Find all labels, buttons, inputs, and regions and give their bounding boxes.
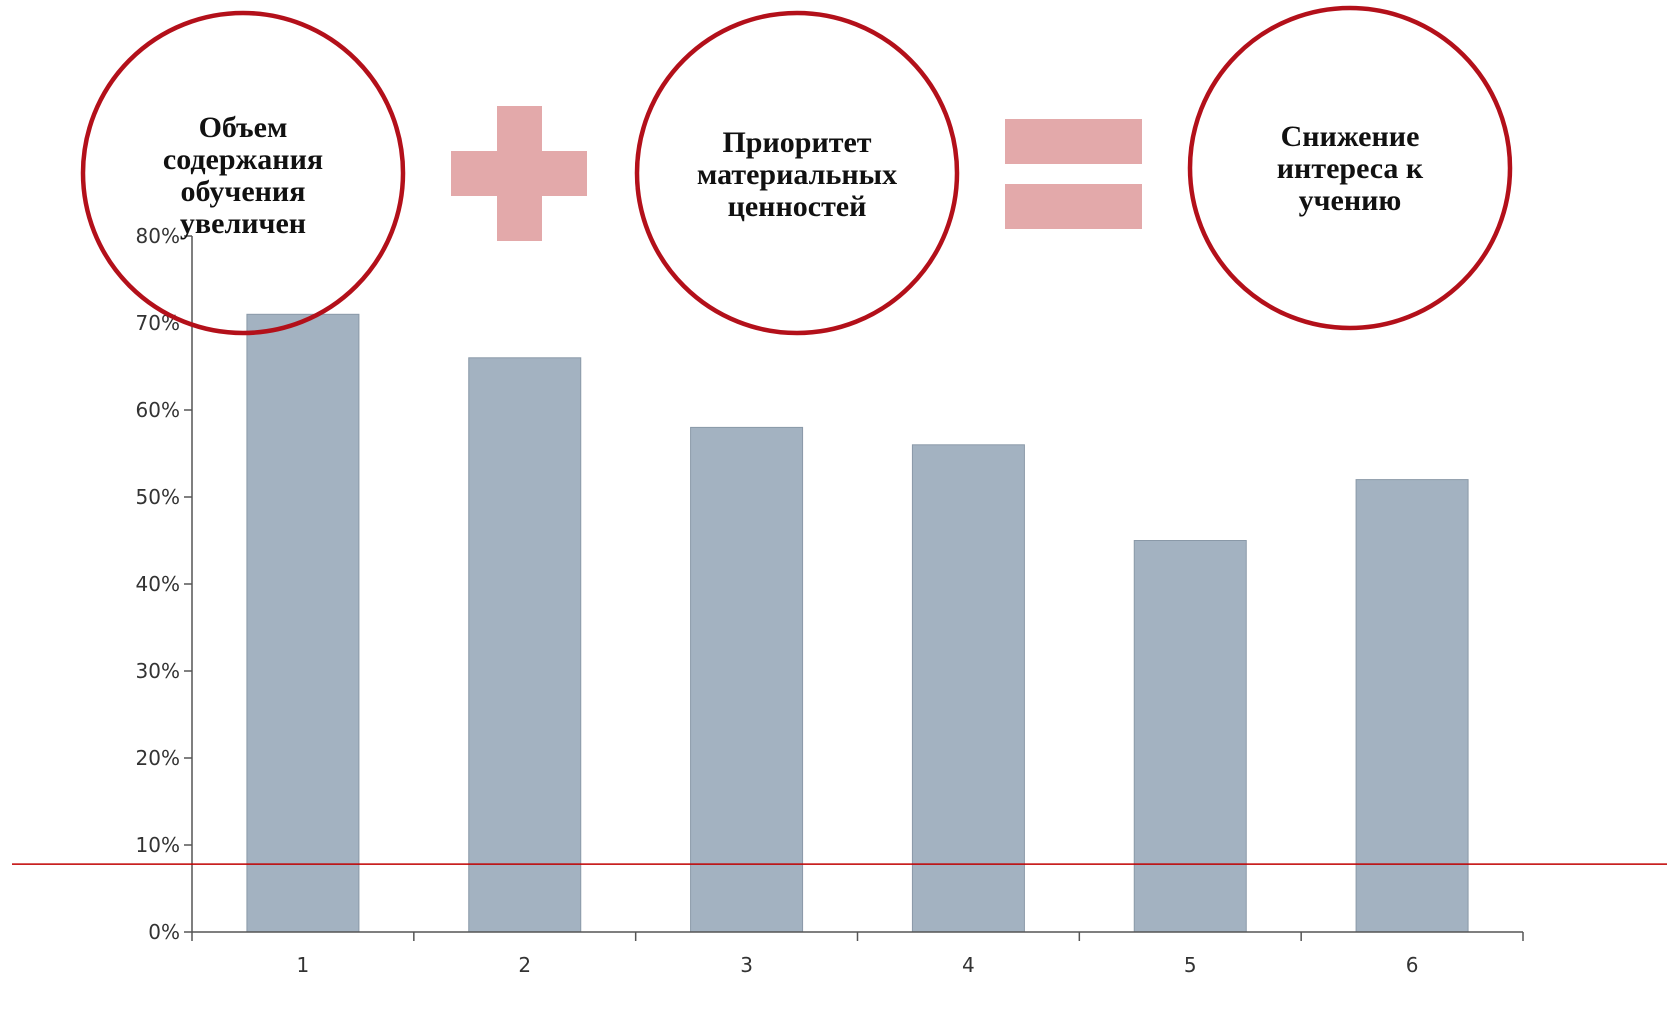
equals-bottom-bar [1005,184,1142,229]
equals-top-bar [1005,119,1142,164]
x-tick-label: 3 [740,953,753,977]
circle-text-line: Приоритет [722,126,871,159]
bar-3 [690,426,804,933]
circle-text-line: обучения [181,175,306,208]
y-tick-label: 20% [136,746,180,770]
x-tick-label: 2 [518,953,531,977]
axes-layer [191,236,1523,933]
bar-1 [246,313,360,933]
y-tick-label: 60% [136,398,180,422]
x-tick-label: 5 [1184,953,1197,977]
x-ticks: 1 2 3 4 5 6 [191,932,1524,977]
circle-text-line: ценностей [728,190,867,223]
bars-layer [246,313,1469,933]
bar-4 [911,444,1025,933]
circle-outline [1187,5,1513,331]
y-tick-label: 50% [136,485,180,509]
circle-outline [634,10,960,336]
y-ticks: 0%10%20%30%40%50%60%70%80% [136,224,192,944]
y-tick-label: 80% [136,224,180,248]
circle-text-line: увеличен [180,207,306,240]
bar-2 [468,357,582,933]
circle-text-line: интереса к [1277,152,1424,185]
circle-text-line: материальных [697,158,897,191]
circle-text-line: Объем [199,111,288,144]
circle-text-line: содержания [163,143,323,176]
y-tick-label: 10% [136,833,180,857]
x-tick-label: 1 [297,953,310,977]
equals-icon [1005,119,1142,229]
y-tick-label: 0% [148,920,180,944]
bar-5 [1133,540,1247,933]
y-tick-label: 40% [136,572,180,596]
x-tick-label: 4 [962,953,975,977]
y-tick-label: 30% [136,659,180,683]
x-tick-label: 6 [1406,953,1419,977]
bar-6 [1355,479,1469,933]
circle-outline [80,10,406,336]
circle-text-line: Снижение [1281,120,1420,153]
plus-horizontal-bar [451,151,587,196]
plus-icon [451,106,587,241]
circle-text-line: учению [1299,184,1402,217]
